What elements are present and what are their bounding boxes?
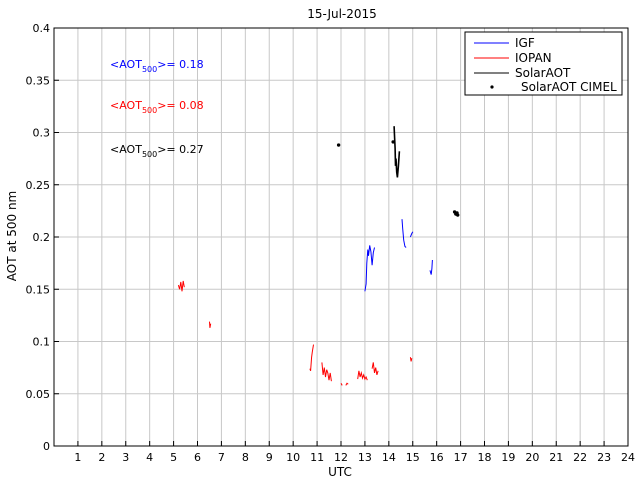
- legend: IGF IOPAN SolarAOT SolarAOT CIMEL: [464, 31, 623, 96]
- annotation-value: >= 0.27: [157, 143, 203, 156]
- x-tick-label: 13: [358, 451, 372, 464]
- y-tick-label: 0.2: [33, 231, 51, 244]
- x-tick-label: 9: [266, 451, 273, 464]
- series-line-iopan: [345, 382, 349, 386]
- y-tick-label: 0.3: [33, 127, 51, 140]
- series-line-igf: [429, 259, 433, 275]
- x-tick-label: 20: [525, 451, 539, 464]
- mean-aot-annotation: <AOT500>= 0.08: [110, 99, 204, 115]
- chart-title: 15-Jul-2015: [307, 7, 377, 21]
- x-tick-label: 16: [430, 451, 444, 464]
- series-line-iopan: [340, 383, 343, 386]
- x-tick-label: 8: [242, 451, 249, 464]
- series-line-iopan: [321, 362, 332, 382]
- series-line-iopan: [357, 370, 368, 381]
- mean-aot-annotation: <AOT500>= 0.27: [110, 143, 204, 159]
- x-tick-label: 22: [573, 451, 587, 464]
- series-line-igf: [409, 231, 414, 238]
- x-tick-label: 19: [501, 451, 515, 464]
- annotation-value: >= 0.18: [157, 58, 203, 71]
- annotation-value: >= 0.08: [157, 99, 203, 112]
- x-tick-label: 10: [286, 451, 300, 464]
- x-tick-label: 14: [382, 451, 396, 464]
- x-tick-label: 21: [549, 451, 563, 464]
- x-tick-label: 23: [597, 451, 611, 464]
- legend-label-solaraot: SolarAOT: [515, 66, 571, 80]
- y-tick-label: 0.4: [33, 22, 51, 35]
- x-tick-label: 5: [170, 451, 177, 464]
- annotation-subscript: 500: [142, 150, 157, 159]
- y-tick-label: 0.1: [33, 336, 51, 349]
- x-tick-label: 3: [122, 451, 129, 464]
- annotation-prefix: <AOT: [110, 143, 142, 156]
- x-tick-label: 17: [454, 451, 468, 464]
- series-line-iopan: [177, 280, 185, 292]
- y-tick-label: 0.35: [26, 74, 51, 87]
- data-point-solaraot-cimel: [391, 140, 395, 144]
- annotation-prefix: <AOT: [110, 58, 142, 71]
- y-tick-label: 0.15: [26, 283, 51, 296]
- legend-label-solaraot-cimel: SolarAOT CIMEL: [521, 80, 617, 94]
- annotation-subscript: 500: [142, 106, 157, 115]
- annotation-prefix: <AOT: [110, 99, 142, 112]
- series-line-solaraot: [393, 126, 401, 178]
- series-line-iopan: [209, 321, 212, 328]
- x-tick-label: 2: [98, 451, 105, 464]
- x-axis-label: UTC: [328, 465, 352, 479]
- legend-marker-solaraot-cimel: [490, 85, 494, 89]
- x-tick-label: 4: [146, 451, 153, 464]
- x-tick-label: 18: [478, 451, 492, 464]
- series-line-igf: [401, 219, 407, 248]
- x-tick-label: 1: [74, 451, 81, 464]
- x-tick-label: 6: [194, 451, 201, 464]
- y-tick-label: 0: [43, 440, 50, 453]
- x-tick-label: 7: [218, 451, 225, 464]
- x-tick-label: 24: [621, 451, 635, 464]
- data-point-solaraot-cimel: [456, 213, 460, 217]
- series-line-igf: [364, 245, 375, 292]
- series-lines: [177, 126, 460, 386]
- y-axis-label: AOT at 500 nm: [5, 191, 19, 281]
- x-tick-label: 12: [334, 451, 348, 464]
- legend-label-igf: IGF: [515, 36, 535, 50]
- data-point-solaraot-cimel: [336, 143, 341, 147]
- grid: [54, 27, 629, 447]
- mean-aot-annotation: <AOT500>= 0.18: [110, 58, 204, 74]
- axis-ticks: 1 2 3 4 5 6 7 8 9 10 11 12 13 14 15 16 17 18 19 20 21 22 23 240…: [26, 22, 636, 464]
- series-line-iopan: [309, 344, 314, 371]
- y-tick-label: 0.25: [26, 179, 51, 192]
- x-tick-label: 11: [310, 451, 324, 464]
- annotation-subscript: 500: [142, 65, 157, 74]
- series-line-iopan: [409, 357, 413, 362]
- annotations: <AOT500>= 0.18<AOT500>= 0.08<AOT500>= 0.…: [110, 58, 204, 159]
- x-tick-label: 15: [406, 451, 420, 464]
- legend-label-iopan: IOPAN: [515, 51, 552, 65]
- y-tick-label: 0.05: [26, 388, 51, 401]
- series-line-iopan: [371, 362, 379, 376]
